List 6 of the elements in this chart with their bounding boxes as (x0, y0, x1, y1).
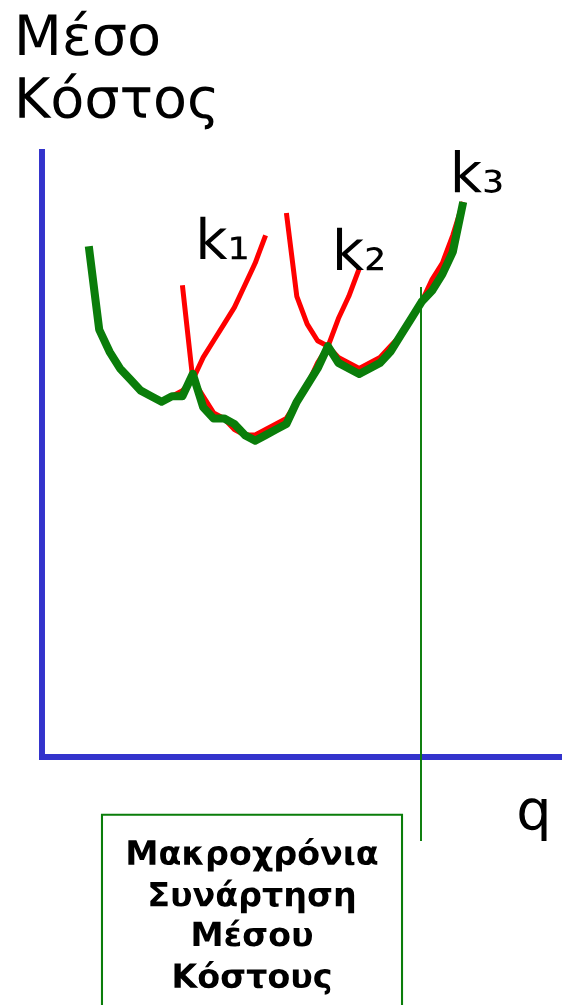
series-label: k₂ (337, 227, 383, 271)
series-label: k₁ (200, 216, 247, 260)
series-label: k₃ (454, 150, 502, 193)
text: Μακροχρόνια Συνάρτηση Μέσου Κόστους (128, 838, 378, 995)
x-axis-title: q (519, 798, 547, 842)
y-axis-title: Μέσο Κόστος (19, 10, 215, 130)
